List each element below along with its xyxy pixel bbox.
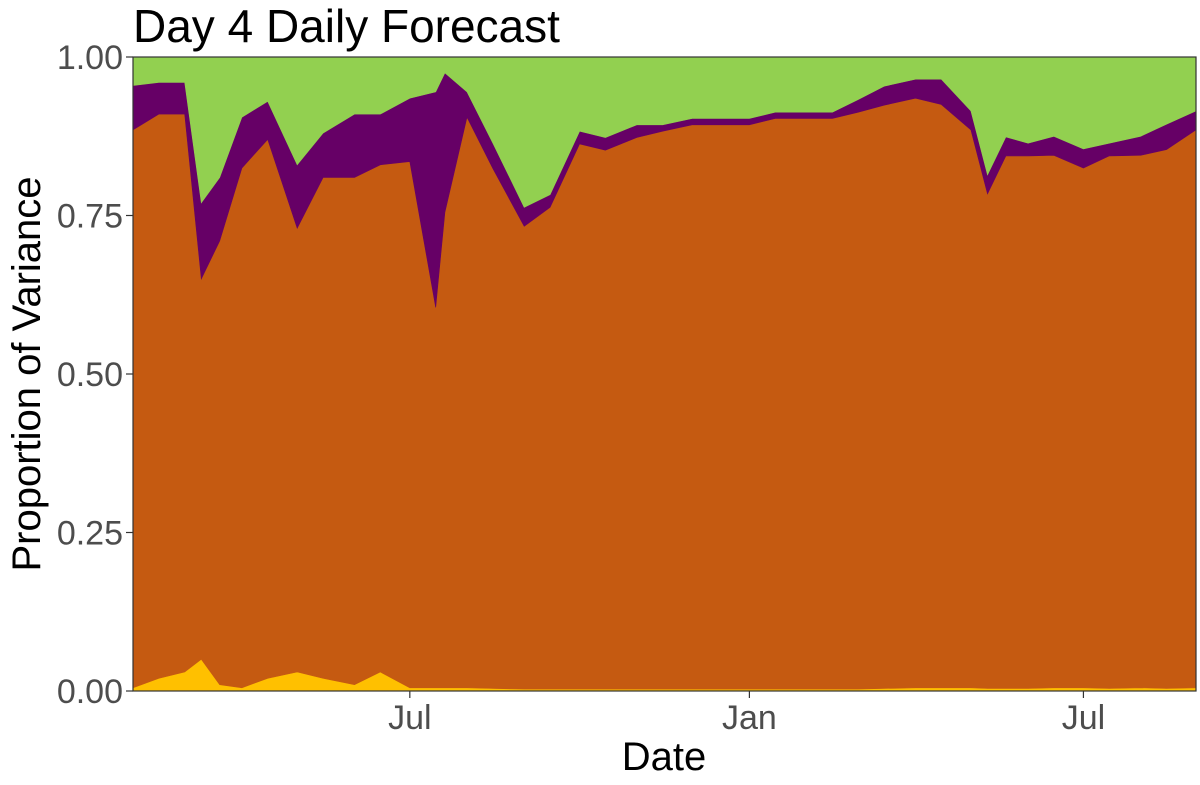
- y-tick-label: 0.75: [57, 198, 123, 236]
- x-tick-label: Jul: [388, 699, 431, 737]
- y-axis: 0.00 0.25 0.50 0.75 1.00: [57, 39, 133, 711]
- y-tick-label: 1.00: [57, 39, 123, 77]
- y-tick-label: 0.00: [57, 673, 123, 711]
- x-axis: Jul Jan Jul: [388, 691, 1105, 737]
- y-tick-label: 0.50: [57, 356, 123, 394]
- chart-title: Day 4 Daily Forecast: [133, 0, 560, 52]
- x-tick-label: Jul: [1062, 699, 1105, 737]
- y-tick-label: 0.25: [57, 515, 123, 553]
- y-axis-title: Proportion of Variance: [5, 176, 49, 571]
- area-layers: [132, 56, 1197, 692]
- x-tick-label: Jan: [722, 699, 777, 737]
- x-axis-title: Date: [622, 735, 707, 779]
